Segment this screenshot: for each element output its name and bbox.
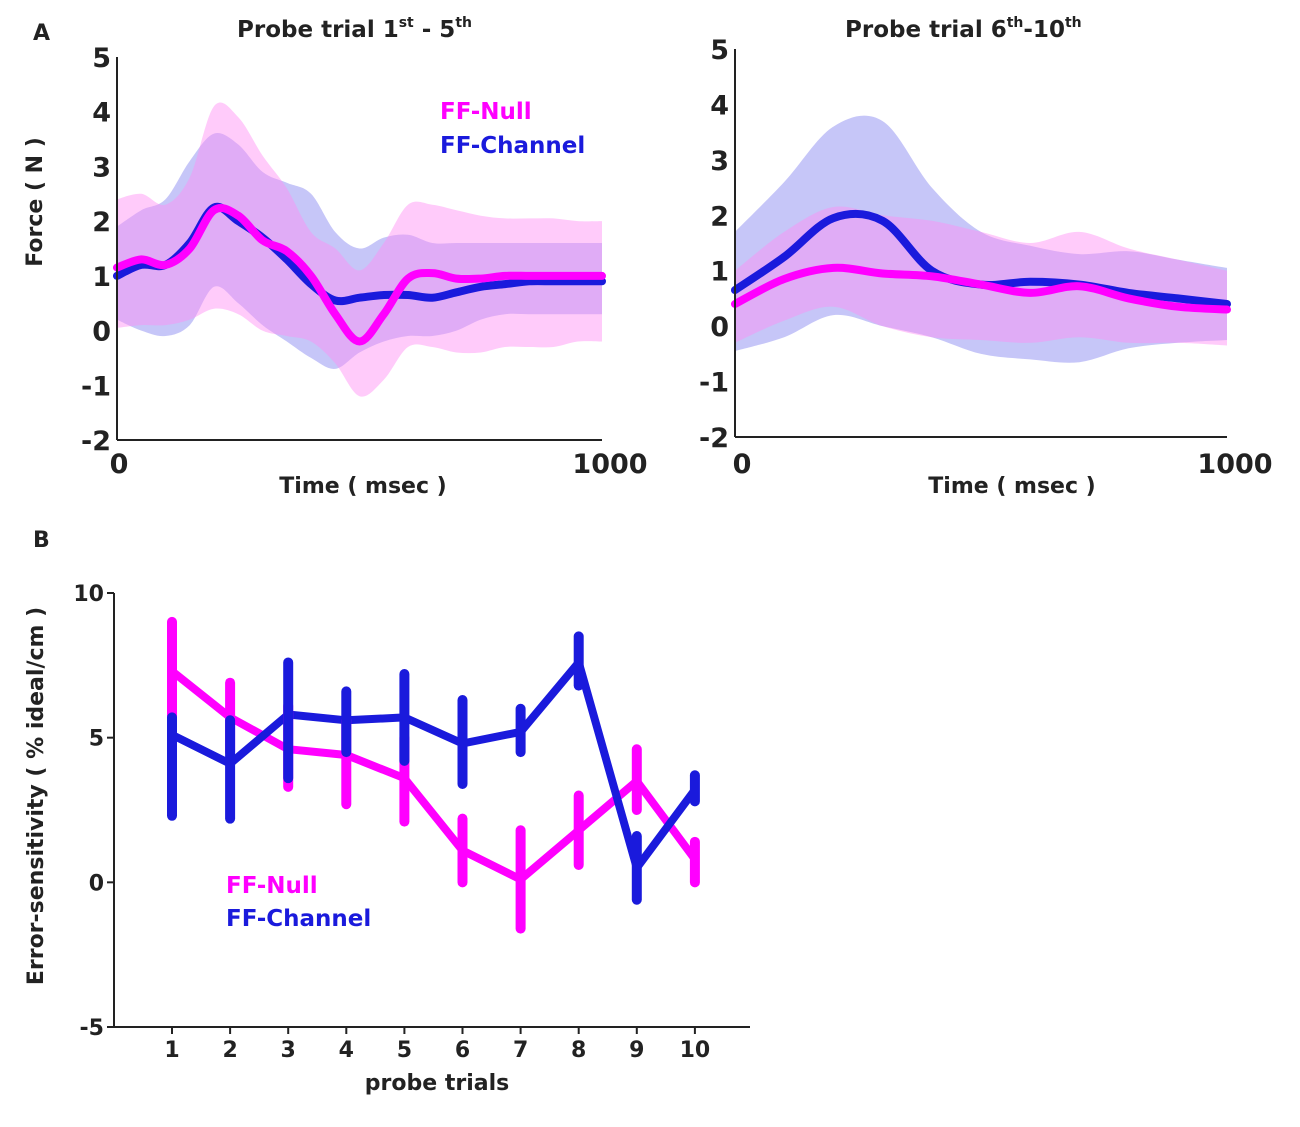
chart-a2-xlabel: Time ( msec ) bbox=[928, 474, 1095, 499]
chart-a1-ytick: -1 bbox=[81, 371, 111, 402]
chart-a2-ytick: 4 bbox=[710, 90, 729, 121]
chart-a2-ytick: 1 bbox=[710, 257, 729, 288]
chart-b-line-ff-null bbox=[168, 667, 699, 884]
chart-a1-ytick: 2 bbox=[92, 207, 111, 238]
chart-a2-xtick-1000: 1000 bbox=[1197, 449, 1272, 480]
chart-a1-band-ff-channel bbox=[117, 133, 602, 369]
chart-a2: Probe trial 6th-10th 5 4 3 2 1 0 -1 -2 0 1000 T… bbox=[699, 15, 1273, 499]
chart-b-xtick: 5 bbox=[397, 1038, 412, 1063]
legend-b-ff-channel: FF-Channel bbox=[226, 906, 371, 932]
chart-b-xtick: 10 bbox=[680, 1038, 711, 1063]
chart-a2-line-ff-null bbox=[731, 263, 1231, 314]
chart-b-xtick: 3 bbox=[281, 1038, 296, 1063]
chart-a1-ytick: 3 bbox=[92, 152, 111, 183]
chart-b-xlabel: probe trials bbox=[365, 1071, 509, 1096]
chart-a2-band-ff-null bbox=[735, 206, 1227, 346]
chart-a2-title: Probe trial 6th-10th bbox=[845, 15, 1082, 43]
chart-a1-xtick-0: 0 bbox=[110, 449, 129, 480]
chart-a1-title: Probe trial 1st - 5th bbox=[237, 15, 472, 43]
chart-b-xtick: 2 bbox=[222, 1038, 237, 1063]
panel-a-letter: A bbox=[33, 21, 50, 46]
chart-b-line-ff-channel bbox=[168, 658, 699, 872]
chart-a2-band-ff-channel bbox=[735, 115, 1227, 363]
chart-b-ytick: 0 bbox=[89, 871, 104, 896]
chart-a1-line-ff-null bbox=[113, 204, 606, 346]
legend-b-ff-null: FF-Null bbox=[226, 873, 318, 899]
chart-b-xtick: 8 bbox=[571, 1038, 586, 1063]
legend-ff-null: FF-Null bbox=[440, 99, 532, 125]
chart-a1-ytick: -2 bbox=[81, 426, 111, 457]
chart-b-ylabel: Error-sensitivity ( % ideal/cm ) bbox=[24, 607, 49, 985]
chart-a1-band-ff-null bbox=[117, 102, 602, 397]
chart-b-xtick: 9 bbox=[629, 1038, 644, 1063]
chart-a1-xtick-1000: 1000 bbox=[572, 449, 647, 480]
chart-b: 10 5 0 -5 1 2 3 4 5 6 7 8 9 10 probe trials Error-se… bbox=[24, 582, 750, 1096]
chart-b-xtick: 1 bbox=[164, 1038, 179, 1063]
chart-a1-ylabel: Force ( N ) bbox=[23, 137, 48, 267]
chart-a1-xlabel: Time ( msec ) bbox=[279, 474, 446, 499]
chart-a1-ytick: 0 bbox=[92, 317, 111, 348]
chart-b-xtick: 7 bbox=[513, 1038, 528, 1063]
chart-a2-xtick-0: 0 bbox=[733, 449, 752, 480]
chart-a1-ytick: 5 bbox=[92, 43, 111, 74]
chart-b-ytick: -5 bbox=[80, 1016, 104, 1041]
chart-a1-ytick: 1 bbox=[92, 262, 111, 293]
chart-a2-ytick: 2 bbox=[710, 201, 729, 232]
chart-b-ytick: 5 bbox=[89, 727, 104, 752]
legend-ff-channel: FF-Channel bbox=[440, 133, 585, 159]
chart-a1-ytick: 4 bbox=[92, 98, 111, 129]
chart-a2-ytick: 0 bbox=[710, 312, 729, 343]
chart-a2-ytick: -1 bbox=[699, 368, 729, 399]
chart-a2-ytick: 3 bbox=[710, 146, 729, 177]
chart-a2-ytick: 5 bbox=[710, 35, 729, 66]
panel-b-letter: B bbox=[33, 528, 50, 553]
chart-a2-ytick: -2 bbox=[699, 423, 729, 454]
chart-b-xtick: 4 bbox=[339, 1038, 354, 1063]
chart-b-xtick: 6 bbox=[455, 1038, 470, 1063]
chart-b-ytick: 10 bbox=[73, 582, 104, 607]
